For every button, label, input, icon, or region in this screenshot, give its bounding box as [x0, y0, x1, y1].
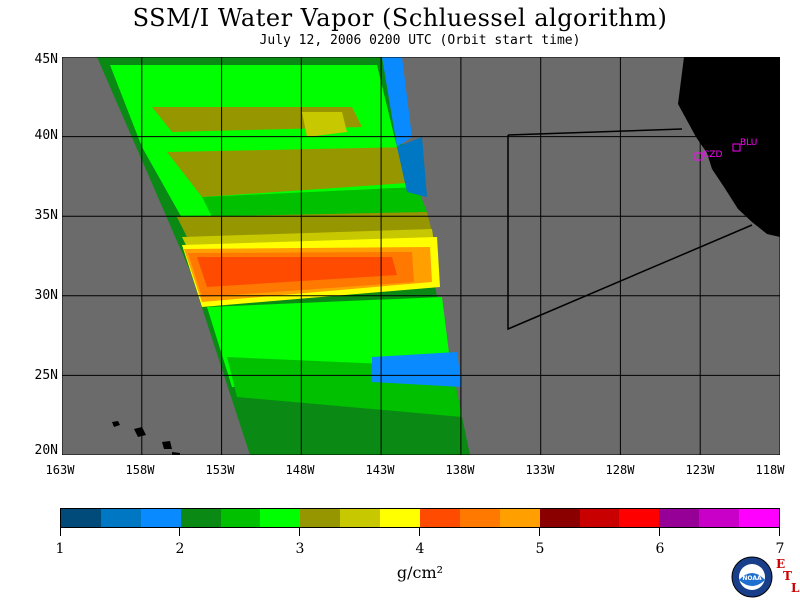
chart-title: SSM/I Water Vapor (Schluessel algorithm): [132, 4, 668, 32]
colorbar-tick: [539, 528, 540, 536]
land-hawaii-4: [172, 452, 180, 455]
lon-label: 123W: [685, 463, 715, 477]
colorbar-swatch: [220, 509, 261, 527]
colorbar-unit: g/cm²: [396, 563, 444, 582]
colorbar-swatch: [499, 509, 540, 527]
noaa-logo-icon: NOAA: [731, 556, 773, 598]
land: [112, 57, 780, 455]
lat-label: 35N: [34, 208, 58, 223]
station-label-czd: CZD: [703, 150, 722, 160]
domain-boundary: [507, 135, 753, 331]
colorbar-swatch: [100, 509, 141, 527]
etl-logo: E T L: [776, 557, 800, 597]
station-label-blu: BLU: [740, 138, 757, 148]
lon-label: 128W: [605, 463, 635, 477]
lat-label: 30N: [34, 288, 58, 303]
colorbar-swatch: [340, 509, 381, 527]
etl-letter: L: [791, 581, 800, 595]
colorbar-swatch: [579, 509, 620, 527]
water-vapor-map: CZD BLU: [62, 57, 780, 455]
map-grid: [62, 57, 780, 455]
station-marker-blu: [732, 143, 741, 152]
land-hawaii-2: [134, 427, 146, 437]
colorbar-swatch: [619, 509, 660, 527]
lat-label: 25N: [34, 368, 58, 383]
swath: [97, 57, 470, 455]
swath-band-blue-ne: [382, 57, 412, 147]
colorbar-tick: [419, 528, 420, 536]
lon-label: 163W: [45, 463, 75, 477]
colorbar-tick-label: 6: [655, 541, 665, 557]
swath-band-olive-south: [177, 212, 432, 237]
etl-letter: E: [776, 557, 786, 571]
lat-label: 20N: [34, 443, 58, 458]
station-marker-czd: [694, 152, 703, 161]
colorbar-swatch: [420, 509, 460, 527]
colorbar-swatch: [539, 509, 580, 527]
land-hawaii-1: [112, 421, 120, 427]
colorbar-tick-label: 1: [55, 541, 65, 557]
colorbar-swatch: [739, 509, 780, 527]
lon-label: 118W: [755, 463, 785, 477]
colorbar-tick-label: 2: [175, 541, 185, 557]
swath-band-olive-mid: [167, 147, 422, 197]
land-california: [678, 57, 780, 237]
colorbar-swatch: [380, 509, 421, 527]
colorbar-swatch: [180, 509, 221, 527]
noaa-logo-text: NOAA: [742, 575, 762, 582]
colorbar-swatch: [260, 509, 301, 527]
swath-band-blue-ne2: [397, 137, 427, 197]
colorbar-tick: [779, 528, 780, 536]
chart-subtitle: July 12, 2006 0200 UTC (Orbit start time…: [259, 33, 581, 48]
lon-label: 133W: [525, 463, 555, 477]
domain-outline: [507, 128, 753, 331]
swath-band-green-mid: [202, 187, 427, 217]
lon-label: 143W: [365, 463, 395, 477]
swath-band-blue-east: [372, 352, 462, 387]
colorbar-swatch: [140, 509, 181, 527]
stations: CZD BLU: [694, 138, 757, 161]
land-hawaii-3: [162, 441, 172, 449]
lon-label: 148W: [285, 463, 315, 477]
colorbar-swatch: [300, 509, 341, 527]
colorbar-swatch: [659, 509, 700, 527]
colorbar-tick-label: 5: [535, 541, 545, 557]
lon-label: 153W: [205, 463, 235, 477]
colorbar-tick: [299, 528, 300, 536]
colorbar-tick-label: 3: [295, 541, 305, 557]
colorbar-swatch: [61, 509, 101, 527]
swath-band-red-orange: [197, 257, 397, 287]
lon-label: 158W: [125, 463, 155, 477]
colorbar-swatch: [459, 509, 500, 527]
lon-label: 138W: [445, 463, 475, 477]
colorbar-tick: [60, 528, 61, 536]
colorbar-swatch: [699, 509, 740, 527]
colorbar: [60, 508, 780, 528]
lat-label: 40N: [34, 128, 58, 143]
colorbar-tick-label: 4: [415, 541, 425, 557]
domain-boundary-top: [507, 128, 683, 136]
lat-label: 45N: [34, 52, 58, 67]
swath-band-yellowgreen-north: [302, 112, 347, 137]
etl-letter: T: [783, 569, 792, 583]
colorbar-tick: [659, 528, 660, 536]
colorbar-tick-label: 7: [775, 541, 785, 557]
colorbar-tick: [179, 528, 180, 536]
